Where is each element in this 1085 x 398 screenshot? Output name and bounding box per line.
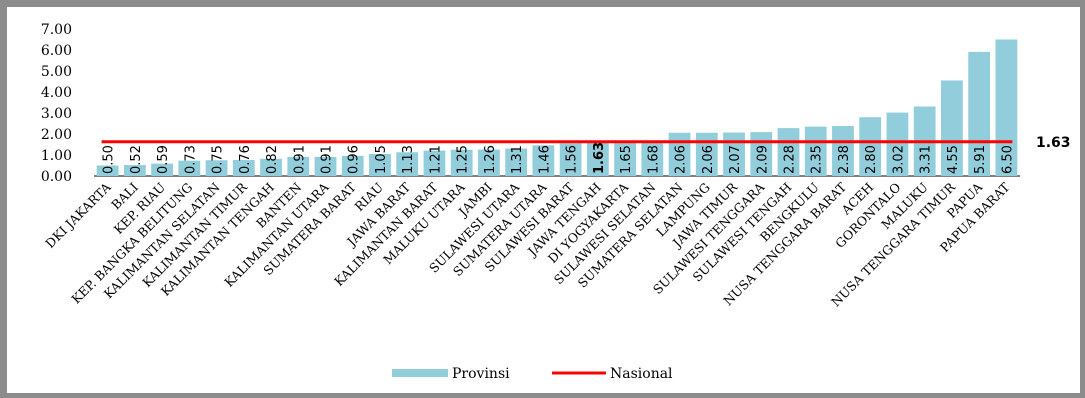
bar — [314, 156, 337, 176]
data-label: 0.91 — [292, 145, 307, 174]
bar — [832, 126, 854, 176]
data-label: 1.56 — [565, 145, 580, 174]
bar — [614, 141, 636, 176]
data-label: 1.26 — [483, 145, 498, 174]
data-label: 2.38 — [837, 145, 852, 174]
data-label: 0.75 — [211, 145, 226, 174]
bar — [641, 140, 664, 176]
data-label: 2.07 — [728, 145, 743, 174]
bar — [369, 153, 391, 176]
data-label: 6.50 — [1000, 145, 1015, 174]
data-label: 5.91 — [973, 145, 988, 174]
bar — [804, 126, 827, 176]
bars — [96, 39, 1018, 176]
data-label: 0.50 — [102, 145, 117, 174]
legend-swatch-provinsi — [392, 369, 448, 377]
bar — [532, 145, 555, 176]
y-tick-label: 0.00 — [41, 169, 72, 185]
bar — [559, 143, 582, 176]
bar — [341, 155, 364, 176]
data-label: 0.52 — [129, 145, 144, 174]
data-label: 0.73 — [183, 145, 198, 174]
data-label: 2.28 — [783, 145, 798, 174]
bar — [859, 117, 882, 176]
bar — [423, 150, 446, 176]
data-label: 0.82 — [265, 145, 280, 174]
data-label: 3.31 — [919, 145, 934, 174]
bar — [695, 132, 718, 176]
bar — [478, 149, 500, 176]
bar — [205, 160, 228, 176]
bar — [777, 128, 800, 176]
legend: Provinsi Nasional — [392, 366, 673, 382]
y-axis-tick-labels: 0.00 1.00 2.00 3.00 4.00 5.00 6.00 7.00 — [41, 22, 72, 185]
data-label: 0.96 — [347, 145, 362, 174]
data-label: 2.09 — [755, 145, 770, 174]
data-label: 1.31 — [510, 145, 525, 174]
data-label: 0.76 — [238, 145, 253, 174]
bar — [396, 152, 419, 176]
data-label: 2.06 — [701, 145, 716, 174]
national-value-label: 1.63 — [1036, 135, 1071, 151]
bar — [287, 156, 310, 176]
bar — [941, 80, 963, 176]
bar — [178, 160, 201, 176]
data-label: 1.65 — [619, 145, 634, 174]
data-label: 0.59 — [156, 145, 171, 174]
data-label: 4.55 — [946, 145, 961, 174]
bar — [450, 149, 473, 176]
bar — [668, 132, 691, 176]
bar — [723, 132, 745, 176]
legend-label-provinsi: Provinsi — [452, 366, 510, 382]
y-tick-label: 4.00 — [41, 85, 72, 101]
data-label: 1.46 — [537, 145, 552, 174]
data-label: 0.91 — [320, 145, 335, 174]
bar — [968, 51, 991, 176]
data-label: 1.63 — [592, 142, 607, 174]
bar — [505, 148, 528, 176]
data-label: 1.25 — [456, 145, 471, 174]
bar — [96, 165, 119, 176]
data-label: 1.21 — [428, 145, 443, 174]
bar — [260, 158, 282, 176]
y-tick-label: 7.00 — [41, 22, 72, 38]
y-tick-label: 2.00 — [41, 127, 72, 143]
data-label: 1.13 — [401, 145, 416, 174]
data-label: 1.05 — [374, 145, 389, 174]
legend-label-nasional: Nasional — [610, 366, 673, 382]
bar — [886, 112, 909, 176]
bar — [586, 141, 609, 176]
bar — [151, 163, 173, 176]
data-labels: 0.50 0.52 0.59 0.73 0.75 0.76 0.82 0.91 0.91 0.96… — [102, 142, 1016, 174]
y-tick-label: 5.00 — [41, 64, 72, 80]
data-label: 2.06 — [674, 145, 689, 174]
data-label: 2.35 — [810, 145, 825, 174]
data-label: 1.68 — [646, 145, 661, 174]
y-tick-label: 3.00 — [41, 106, 72, 122]
data-label: 2.80 — [864, 145, 879, 174]
bar — [232, 160, 255, 176]
y-tick-label: 6.00 — [41, 43, 72, 59]
bar — [123, 165, 146, 176]
y-tick-label: 1.00 — [41, 148, 72, 164]
data-label: 3.02 — [891, 145, 906, 174]
category-label: DKI JAKARTA — [42, 179, 114, 251]
